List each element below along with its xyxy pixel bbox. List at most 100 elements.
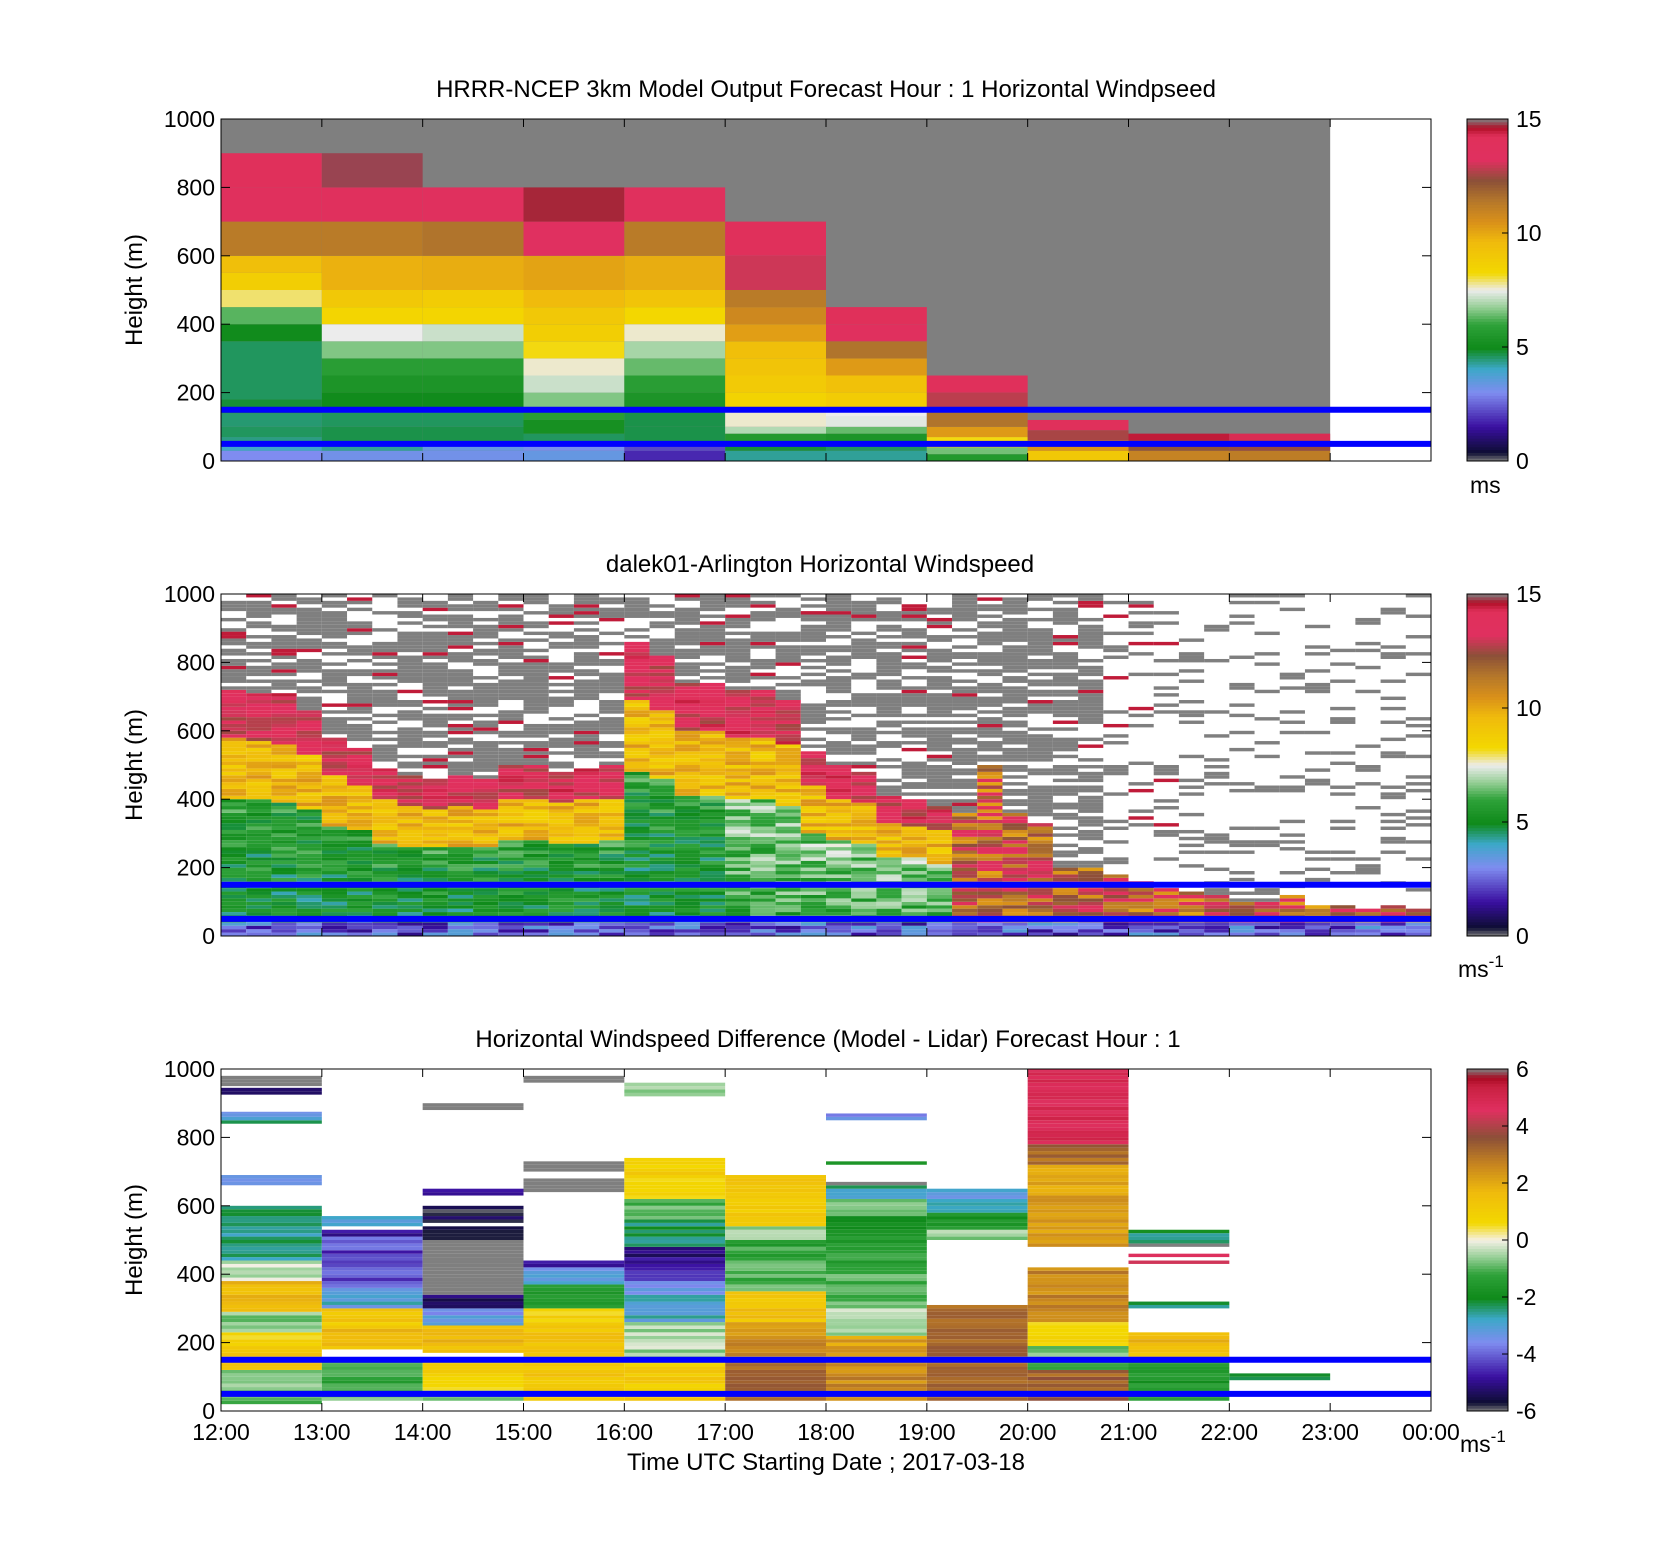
- panel-lidar-cell: [624, 713, 650, 718]
- panel-lidar-cell: [826, 932, 852, 936]
- panel-difference-cell: [926, 1195, 1028, 1199]
- panel-difference-cell: [221, 1175, 322, 1179]
- panel-lidar-cell: [775, 809, 801, 813]
- panel-lidar-cell: [246, 607, 272, 612]
- panel-lidar-cell: [221, 894, 247, 899]
- panel-lidar-cell: [1330, 932, 1356, 936]
- panel-lidar-cell: [221, 723, 247, 728]
- panel-lidar-cell: [826, 785, 852, 789]
- panel-difference-cell: [826, 1281, 927, 1285]
- panel-difference-cell: [725, 1219, 826, 1223]
- panel-lidar-cell: [699, 792, 726, 796]
- panel-difference-cell: [725, 1342, 826, 1347]
- panel-lidar-cell: [1304, 782, 1331, 786]
- panel-lidar-cell: [296, 785, 322, 789]
- panel-lidar-cell: [498, 686, 524, 690]
- panel-lidar-cell: [599, 908, 625, 913]
- panel-lidar-cell: [296, 823, 322, 827]
- panel-lidar-cell: [977, 775, 1003, 779]
- panel-lidar-cell: [952, 823, 978, 827]
- panel-lidar-cell: [1027, 706, 1053, 711]
- panel-lidar-cell: [901, 785, 927, 789]
- panel-lidar-cell: [1254, 888, 1280, 892]
- panel-lidar-cell: [926, 727, 953, 731]
- panel-difference-cell: [422, 1325, 524, 1329]
- panel-lidar-cell: [800, 648, 826, 653]
- panel-lidar-cell: [473, 624, 499, 629]
- panel-difference-cell: [725, 1294, 826, 1299]
- panel-lidar-cell: [1254, 826, 1280, 830]
- panel-lidar-cell: [221, 833, 247, 837]
- panel-difference-cell: [624, 1267, 726, 1271]
- panel-model-colorbar-segment: [1467, 386, 1508, 391]
- panel-lidar-cell: [221, 792, 247, 796]
- panel-difference-cell: [1027, 1291, 1129, 1295]
- panel-lidar-cell: [473, 713, 499, 718]
- panel-lidar-cell: [725, 614, 751, 618]
- panel-lidar-cell: [1078, 788, 1104, 793]
- panel-lidar-cell: [649, 778, 675, 783]
- panel-difference-cell: [1027, 1311, 1129, 1316]
- panel-model-plot: [221, 119, 1431, 461]
- panel-model: HRRR-NCEP 3km Model Output Forecast Hour…: [121, 76, 1542, 498]
- panel-lidar-cell: [246, 658, 272, 663]
- panel-lidar-cell: [1002, 648, 1028, 653]
- panel-lidar-cell: [977, 802, 1003, 807]
- panel-lidar-cell: [473, 730, 499, 735]
- panel-lidar-colorbar-segment: [1467, 827, 1508, 832]
- panel-difference-cell: [1027, 1373, 1129, 1377]
- panel-lidar-cell: [422, 853, 448, 858]
- panel-lidar-cell: [548, 723, 574, 728]
- panel-lidar-cell: [397, 700, 423, 704]
- panel-lidar-cell: [876, 624, 902, 629]
- panel-lidar-cell: [725, 812, 751, 817]
- panel-lidar-cell: [523, 891, 549, 895]
- panel-lidar-cell: [851, 713, 877, 718]
- panel-lidar-cell: [372, 785, 398, 789]
- panel-lidar-cell: [725, 672, 751, 677]
- panel-lidar-cell: [649, 723, 675, 728]
- panel-model-colorbar-segment: [1467, 184, 1508, 188]
- panel-lidar-cell: [1027, 617, 1053, 622]
- panel-lidar-cell: [901, 686, 927, 690]
- panel-lidar-cell: [725, 775, 751, 779]
- panel-lidar-cell: [1153, 888, 1179, 892]
- panel-difference-cell: [624, 1157, 726, 1162]
- panel-lidar-cell: [1078, 713, 1104, 718]
- panel-lidar-cell: [447, 730, 474, 735]
- panel-lidar-cell: [221, 700, 247, 704]
- panel-lidar-cell: [699, 932, 726, 936]
- panel-lidar-cell: [977, 908, 1003, 913]
- panel-lidar-cell: [523, 700, 549, 704]
- panel-lidar-cell: [397, 912, 423, 916]
- panel-lidar-cell: [548, 812, 574, 817]
- panel-lidar-cell: [1254, 901, 1280, 906]
- panel-lidar-cell: [800, 802, 826, 807]
- panel-lidar-cell: [296, 912, 322, 916]
- panel-lidar-cell: [271, 717, 297, 721]
- panel-lidar-cell: [952, 853, 978, 858]
- panel-lidar-cell: [1002, 864, 1028, 868]
- panel-lidar-cell: [498, 891, 524, 895]
- panel-lidar-cell: [699, 751, 726, 755]
- panel-lidar-colorbar-segment: [1467, 725, 1508, 729]
- panel-lidar-cell: [599, 768, 625, 772]
- panel-lidar-cell: [674, 857, 700, 861]
- panel-lidar-cell: [447, 717, 474, 721]
- panel-lidar-cell: [1330, 850, 1356, 854]
- panel-lidar-cell: [1204, 894, 1230, 899]
- panel-lidar-cell: [901, 912, 927, 916]
- x-tick-label: 21:00: [1100, 1419, 1158, 1445]
- panel-difference-cell: [422, 1260, 524, 1264]
- panel-model-cell: [523, 290, 625, 308]
- panel-lidar-cell: [826, 799, 852, 803]
- panel-model-colorbar-segment: [1467, 278, 1508, 282]
- panel-lidar-cell: [1178, 792, 1205, 796]
- panel-lidar-cell: [1330, 761, 1356, 765]
- panel-lidar-colorbar-segment: [1467, 710, 1508, 715]
- panel-lidar-cell: [221, 617, 247, 622]
- panel-lidar-cell: [271, 669, 297, 673]
- panel-lidar-cell: [826, 782, 852, 786]
- panel-difference-cell: [725, 1188, 826, 1193]
- panel-lidar-cell: [372, 713, 398, 718]
